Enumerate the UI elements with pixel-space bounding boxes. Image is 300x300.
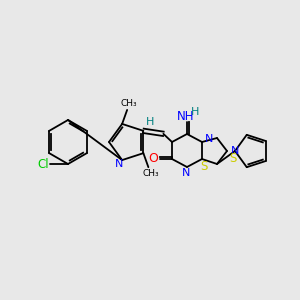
Text: N: N: [205, 134, 213, 144]
Text: CH₃: CH₃: [142, 169, 159, 178]
Text: Cl: Cl: [37, 158, 49, 170]
Text: CH₃: CH₃: [121, 99, 137, 108]
Text: O: O: [148, 152, 158, 166]
Text: S: S: [200, 160, 208, 172]
Text: N: N: [182, 168, 190, 178]
Text: NH: NH: [177, 110, 195, 122]
Text: S: S: [229, 152, 237, 166]
Text: N: N: [115, 159, 123, 169]
Text: N: N: [231, 146, 239, 156]
Text: H: H: [191, 107, 199, 117]
Text: H: H: [146, 117, 154, 127]
